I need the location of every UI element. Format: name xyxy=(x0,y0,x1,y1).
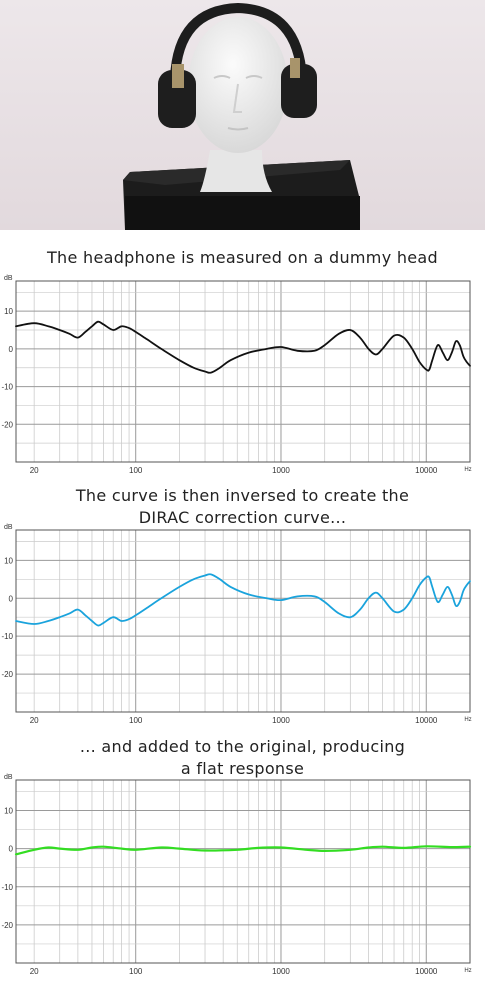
x-tick-label: 10000 xyxy=(415,716,438,725)
y-tick-label: -10 xyxy=(1,883,13,892)
y-tick-label: -10 xyxy=(1,632,13,641)
dummy-head-photo xyxy=(0,0,485,230)
x-tick-label: 20 xyxy=(30,466,39,475)
y-tick-label: -20 xyxy=(1,670,13,679)
x-tick-label: 100 xyxy=(129,967,143,976)
caption-added-1: ... and added to the original, producing xyxy=(79,737,406,756)
caption-inversed-2: DIRAC correction curve... xyxy=(138,508,347,527)
plot-frame xyxy=(15,779,471,964)
y-axis-unit-label: dB xyxy=(4,774,13,781)
grid xyxy=(16,530,471,713)
x-tick-label: 10000 xyxy=(415,466,438,475)
y-tick-label: 0 xyxy=(9,594,14,603)
plot-area xyxy=(16,530,470,712)
x-tick-label: 100 xyxy=(129,716,143,725)
y-axis-unit-label: dB xyxy=(4,275,13,282)
plot-frame xyxy=(15,280,471,463)
x-tick-label: 10000 xyxy=(415,967,438,976)
series-line xyxy=(15,320,471,374)
x-tick-label: 1000 xyxy=(272,716,290,725)
y-tick-label: -20 xyxy=(1,420,13,429)
y-tick-label: 10 xyxy=(4,556,13,565)
chart-flat: 10 0 -10 -20 dB 20 100 1000 10000 Hz xyxy=(0,772,485,982)
chart-measured: 10 0 -10 -20 dB 20 100 1000 10000 Hz xyxy=(0,272,485,477)
x-tick-label: 20 xyxy=(30,967,39,976)
x-axis-unit-label: Hz xyxy=(464,717,471,723)
series-line xyxy=(15,573,471,627)
y-tick-label: -10 xyxy=(1,383,13,392)
y-tick-label: 0 xyxy=(9,845,14,854)
caption-measured: The headphone is measured on a dummy hea… xyxy=(46,248,438,267)
y-tick-label: 10 xyxy=(4,807,13,816)
caption-inversed-1: The curve is then inversed to create the xyxy=(75,486,410,505)
x-tick-label: 1000 xyxy=(272,466,290,475)
chart-correction: 10 0 -10 -20 dB 20 100 1000 10000 Hz xyxy=(0,522,485,727)
x-axis-unit-label: Hz xyxy=(464,968,471,974)
series-line xyxy=(14,845,472,856)
plot-area xyxy=(16,780,470,963)
caption-added-2: a flat response xyxy=(180,759,305,778)
y-tick-label: -20 xyxy=(1,921,13,930)
y-axis-unit-label: dB xyxy=(4,524,13,531)
x-axis-unit-label: Hz xyxy=(464,467,471,473)
y-tick-label: 10 xyxy=(4,307,13,316)
x-tick-label: 100 xyxy=(129,466,143,475)
x-tick-label: 1000 xyxy=(272,967,290,976)
x-tick-label: 20 xyxy=(30,716,39,725)
plot-area xyxy=(16,281,470,462)
y-tick-label: 0 xyxy=(9,345,14,354)
